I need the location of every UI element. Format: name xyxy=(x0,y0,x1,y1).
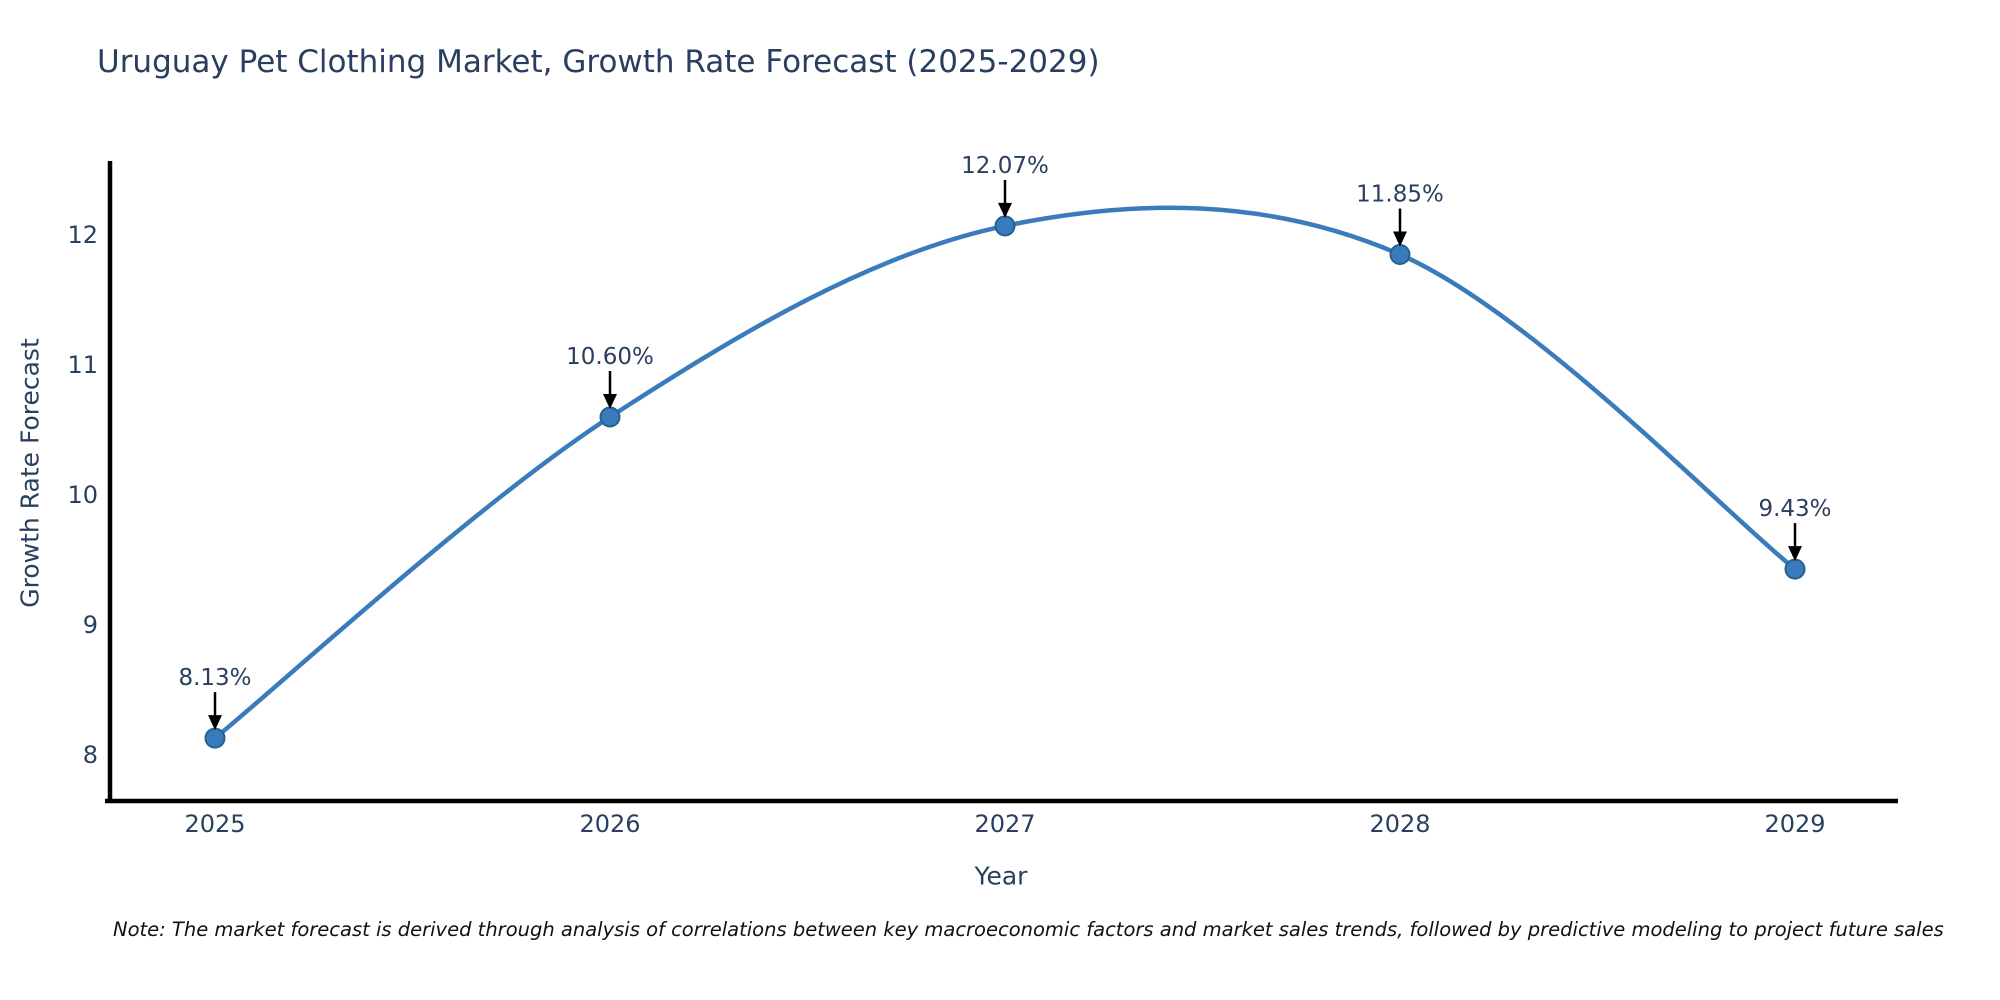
x-tick-label: 2028 xyxy=(1369,810,1430,838)
chart-footnote: Note: The market forecast is derived thr… xyxy=(113,918,1944,941)
x-tick-label: 2025 xyxy=(184,810,245,838)
data-point-label: 12.07% xyxy=(961,153,1049,179)
y-tick-label: 11 xyxy=(67,351,98,379)
chart-title: Uruguay Pet Clothing Market, Growth Rate… xyxy=(97,44,1100,80)
y-tick-label: 10 xyxy=(67,481,98,509)
data-point-marker xyxy=(994,215,1016,237)
data-point-marker xyxy=(599,406,621,428)
data-point-label: 9.43% xyxy=(1758,496,1831,522)
x-tick-label: 2026 xyxy=(579,810,640,838)
y-tick-label: 9 xyxy=(83,611,98,639)
data-point-marker xyxy=(1389,244,1411,265)
annotation-arrow-head xyxy=(1788,546,1802,562)
annotation-arrow-head xyxy=(1393,231,1407,247)
data-point-label: 10.60% xyxy=(566,344,654,370)
annotation-arrow-head xyxy=(603,394,617,409)
data-point-label: 11.85% xyxy=(1356,182,1444,208)
annotation-arrow-head xyxy=(998,202,1012,218)
y-tick-label: 8 xyxy=(83,741,98,769)
x-tick-label: 2029 xyxy=(1764,810,1825,838)
data-point-marker xyxy=(1784,558,1806,580)
x-tick-label: 2027 xyxy=(974,810,1035,838)
y-tick-label: 12 xyxy=(67,221,98,249)
x-axis-title: Year xyxy=(974,861,1028,891)
annotation-arrow-head xyxy=(208,715,222,731)
forecast-line xyxy=(213,205,1797,740)
data-point-label: 8.13% xyxy=(178,665,251,691)
data-point-marker xyxy=(204,727,226,749)
